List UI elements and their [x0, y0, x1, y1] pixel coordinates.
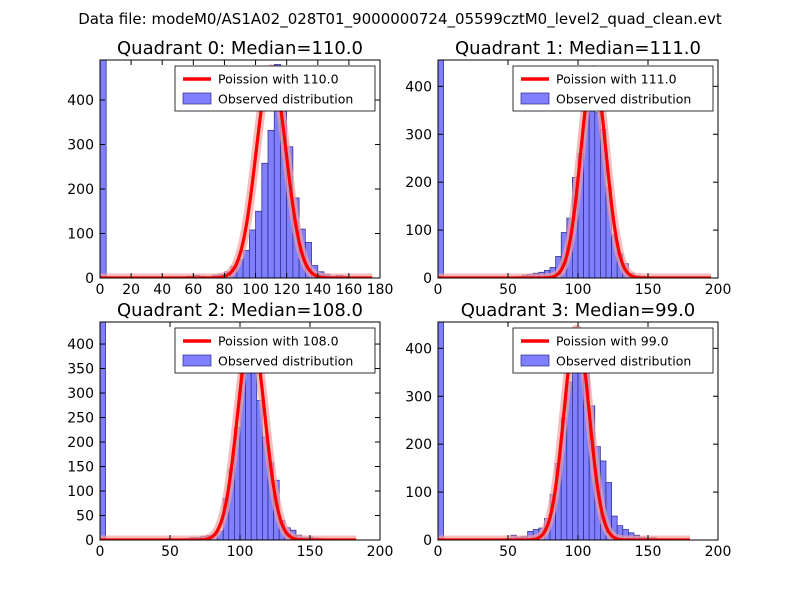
quadrant-0-panel: 0 20 40 60 80 100 120 140 160 1800100200300400Qua… [67, 38, 393, 298]
y-tick-label: 100 [405, 223, 432, 239]
y-tick-label: 0 [423, 271, 432, 287]
axes-frame [99, 59, 381, 279]
x-tick-label: 120 [273, 282, 300, 298]
y-tick-label: 300 [67, 386, 94, 402]
histogram-bar [248, 229, 256, 278]
x-tick-label: 150 [635, 544, 662, 560]
panel-title: Quadrant 1: Median=111.0 [455, 38, 701, 59]
legend-hist-label: Observed distribution [556, 354, 691, 369]
poisson-fit-line [438, 67, 712, 278]
y-tick-label: 300 [67, 138, 94, 154]
x-tick-label: 40 [153, 282, 171, 298]
x-tick-label: 100 [242, 282, 269, 298]
legend-hist-swatch [520, 354, 550, 367]
x-tick-label: 150 [297, 544, 324, 560]
x-tick-label: 180 [367, 282, 394, 298]
panels: 0 20 40 60 80 100 120 140 160 1800100200300400Qua… [67, 38, 731, 560]
legend: Poission with 110.0 Observed distribution [174, 65, 376, 112]
legend-fit-label: Poission with 108.0 [218, 334, 339, 349]
legend-fit-label: Poission with 111.0 [556, 72, 677, 87]
histogram-bar [438, 322, 444, 540]
y-tick-label: 200 [67, 435, 94, 451]
legend-hist-swatch [520, 92, 550, 105]
y-tick-label: 200 [67, 182, 94, 198]
poisson-fit-line [438, 327, 691, 540]
x-tick-label: 50 [161, 544, 179, 560]
histogram-bar [100, 60, 107, 278]
histogram-bar [267, 129, 275, 278]
y-tick-label: 0 [423, 533, 432, 549]
panel-title: Quadrant 3: Median=99.0 [461, 300, 696, 321]
y-tick-label: 100 [405, 485, 432, 501]
x-tick-label: 50 [499, 544, 517, 560]
legend-hist-swatch [182, 92, 212, 105]
histogram-bar [261, 162, 269, 278]
y-tick-label: 0 [85, 533, 94, 549]
panel-title: Quadrant 0: Median=110.0 [117, 38, 363, 59]
x-tick-label: 200 [705, 544, 732, 560]
y-tick-label: 100 [67, 484, 94, 500]
x-tick-label: 160 [336, 282, 363, 298]
legend-hist-label: Observed distribution [218, 354, 353, 369]
legend-hist-label: Observed distribution [218, 92, 353, 107]
y-tick-label: 200 [405, 437, 432, 453]
y-tick-label: 100 [67, 227, 94, 243]
legend: Poission with 108.0 Observed distribution [174, 327, 376, 374]
y-tick-label: 250 [67, 411, 94, 427]
x-tick-label: 80 [216, 282, 234, 298]
x-tick-label: 140 [304, 282, 331, 298]
panel-title: Quadrant 2: Median=108.0 [117, 300, 363, 321]
y-tick-label: 300 [405, 127, 432, 143]
y-tick-label: 400 [405, 341, 432, 357]
x-tick-label: 20 [122, 282, 140, 298]
histogram-bar [438, 60, 444, 278]
x-tick-label: 50 [499, 282, 517, 298]
x-tick-label: 150 [635, 282, 662, 298]
y-tick-label: 300 [405, 389, 432, 405]
x-tick-label: 200 [705, 282, 732, 298]
x-tick-label: 0 [96, 544, 105, 560]
y-tick-label: 0 [85, 271, 94, 287]
histogram-bar [594, 112, 601, 278]
x-tick-label: 0 [434, 282, 443, 298]
histogram-bar [100, 322, 106, 540]
y-tick-label: 400 [67, 337, 94, 353]
legend: Poission with 99.0 Observed distribution [512, 327, 714, 374]
x-tick-label: 60 [184, 282, 202, 298]
legend-fit-label: Poission with 99.0 [556, 334, 669, 349]
y-tick-label: 50 [76, 509, 94, 525]
y-tick-label: 150 [67, 460, 94, 476]
legend-hist-swatch [182, 354, 212, 367]
legend-hist-label: Observed distribution [556, 92, 691, 107]
x-tick-label: 0 [96, 282, 105, 298]
quadrant-3-panel: 0 50 100 150 200 0 100 200 300 400 Quadrant 3: Med… [405, 300, 731, 560]
x-tick-label: 100 [227, 544, 254, 560]
y-tick-label: 400 [405, 79, 432, 95]
x-tick-label: 100 [565, 282, 592, 298]
y-tick-label: 350 [67, 362, 94, 378]
x-tick-label: 200 [367, 544, 394, 560]
legend: Poission with 111.0 Observed distribution [512, 65, 714, 112]
quadrant-1-panel: 0 50 100 150 200 0 100 200 300 400 Quadrant 1: Med… [405, 38, 731, 298]
x-tick-label: 0 [434, 544, 443, 560]
plot-area [438, 60, 715, 278]
figure-title: Data file: modeM0/AS1A02_028T01_90000007… [78, 10, 722, 29]
histogram-bar [588, 83, 596, 278]
x-tick-label: 100 [565, 544, 592, 560]
quadrant-2-panel: 0 50 100 150 200 0 50 100 150 200 250 300 350 400 Quad… [67, 300, 393, 560]
y-tick-label: 400 [67, 93, 94, 109]
y-tick-label: 200 [405, 175, 432, 191]
histogram-bar [245, 355, 252, 540]
legend-fit-label: Poission with 110.0 [218, 72, 339, 87]
histogram-bar [255, 210, 263, 278]
